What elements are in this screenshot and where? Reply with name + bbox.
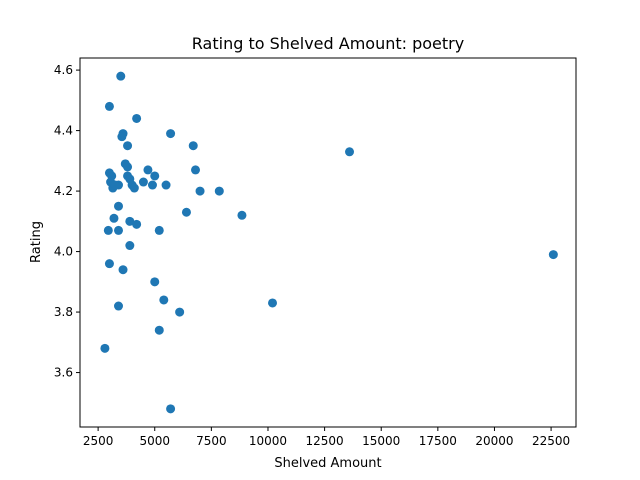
data-point-17 xyxy=(110,180,120,190)
data-point-7 xyxy=(123,141,133,151)
data-point-37 xyxy=(125,241,135,251)
data-point-6 xyxy=(188,141,198,151)
y-axis-ticks: 3.6 3.8 4.0 4.2 4.4 4.6 xyxy=(54,63,80,380)
x-tick-label: 10000 xyxy=(249,434,287,448)
data-point-1 xyxy=(104,101,114,111)
data-point-43 xyxy=(114,301,123,311)
data-point-38 xyxy=(104,259,114,269)
plot-frame xyxy=(79,57,577,428)
data-point-29 xyxy=(109,213,119,223)
data-point-19 xyxy=(129,183,139,193)
y-tick-label: 4.4 xyxy=(54,124,73,138)
data-point-32 xyxy=(181,207,191,217)
data-point-39 xyxy=(118,265,128,275)
y-tick-label: 3.8 xyxy=(54,305,73,319)
y-tick-label: 3.6 xyxy=(54,366,73,380)
x-tick-label: 22500 xyxy=(532,434,570,448)
data-point-49 xyxy=(548,250,558,260)
y-tick-label: 4.0 xyxy=(54,245,73,259)
y-tick-label: 4.6 xyxy=(54,63,73,77)
data-point-48 xyxy=(345,147,355,157)
data-point-31 xyxy=(132,219,142,229)
data-point-36 xyxy=(154,225,164,235)
data-point-47 xyxy=(166,404,176,414)
data-point-33 xyxy=(237,210,247,220)
data-points xyxy=(100,71,558,414)
data-point-22 xyxy=(147,180,157,190)
data-point-2 xyxy=(132,113,142,123)
y-tick-label: 4.2 xyxy=(54,184,73,198)
data-point-5 xyxy=(166,129,176,139)
x-tick-label: 20000 xyxy=(475,434,513,448)
data-point-45 xyxy=(154,325,164,335)
data-point-9 xyxy=(123,162,133,172)
x-tick-label: 17500 xyxy=(419,434,457,448)
x-axis-label: Shelved Amount xyxy=(274,456,381,471)
data-point-23 xyxy=(150,171,160,181)
data-point-27 xyxy=(214,186,224,196)
data-point-44 xyxy=(175,307,185,317)
chart-title: Rating to Shelved Amount: poetry xyxy=(192,34,464,53)
data-point-30 xyxy=(125,216,135,226)
data-point-40 xyxy=(150,277,160,287)
data-point-46 xyxy=(100,343,110,353)
data-point-21 xyxy=(143,165,153,175)
data-point-25 xyxy=(191,165,201,175)
x-axis-ticks: 2500 5000 7500 10000 12500 15000 17500 20000 225… xyxy=(83,427,570,448)
data-point-28 xyxy=(114,201,123,211)
data-point-26 xyxy=(195,186,205,196)
data-point-4 xyxy=(117,132,127,142)
x-tick-label: 12500 xyxy=(306,434,344,448)
data-point-20 xyxy=(138,177,148,187)
data-point-24 xyxy=(161,180,171,190)
y-axis-label: Rating xyxy=(29,221,44,263)
data-point-0 xyxy=(116,71,126,81)
x-tick-label: 15000 xyxy=(362,434,400,448)
data-point-35 xyxy=(114,225,123,235)
x-tick-label: 7500 xyxy=(196,434,227,448)
x-tick-label: 2500 xyxy=(83,434,114,448)
data-point-41 xyxy=(159,295,169,305)
data-point-34 xyxy=(103,225,113,235)
data-point-42 xyxy=(268,298,278,308)
x-tick-label: 5000 xyxy=(139,434,170,448)
